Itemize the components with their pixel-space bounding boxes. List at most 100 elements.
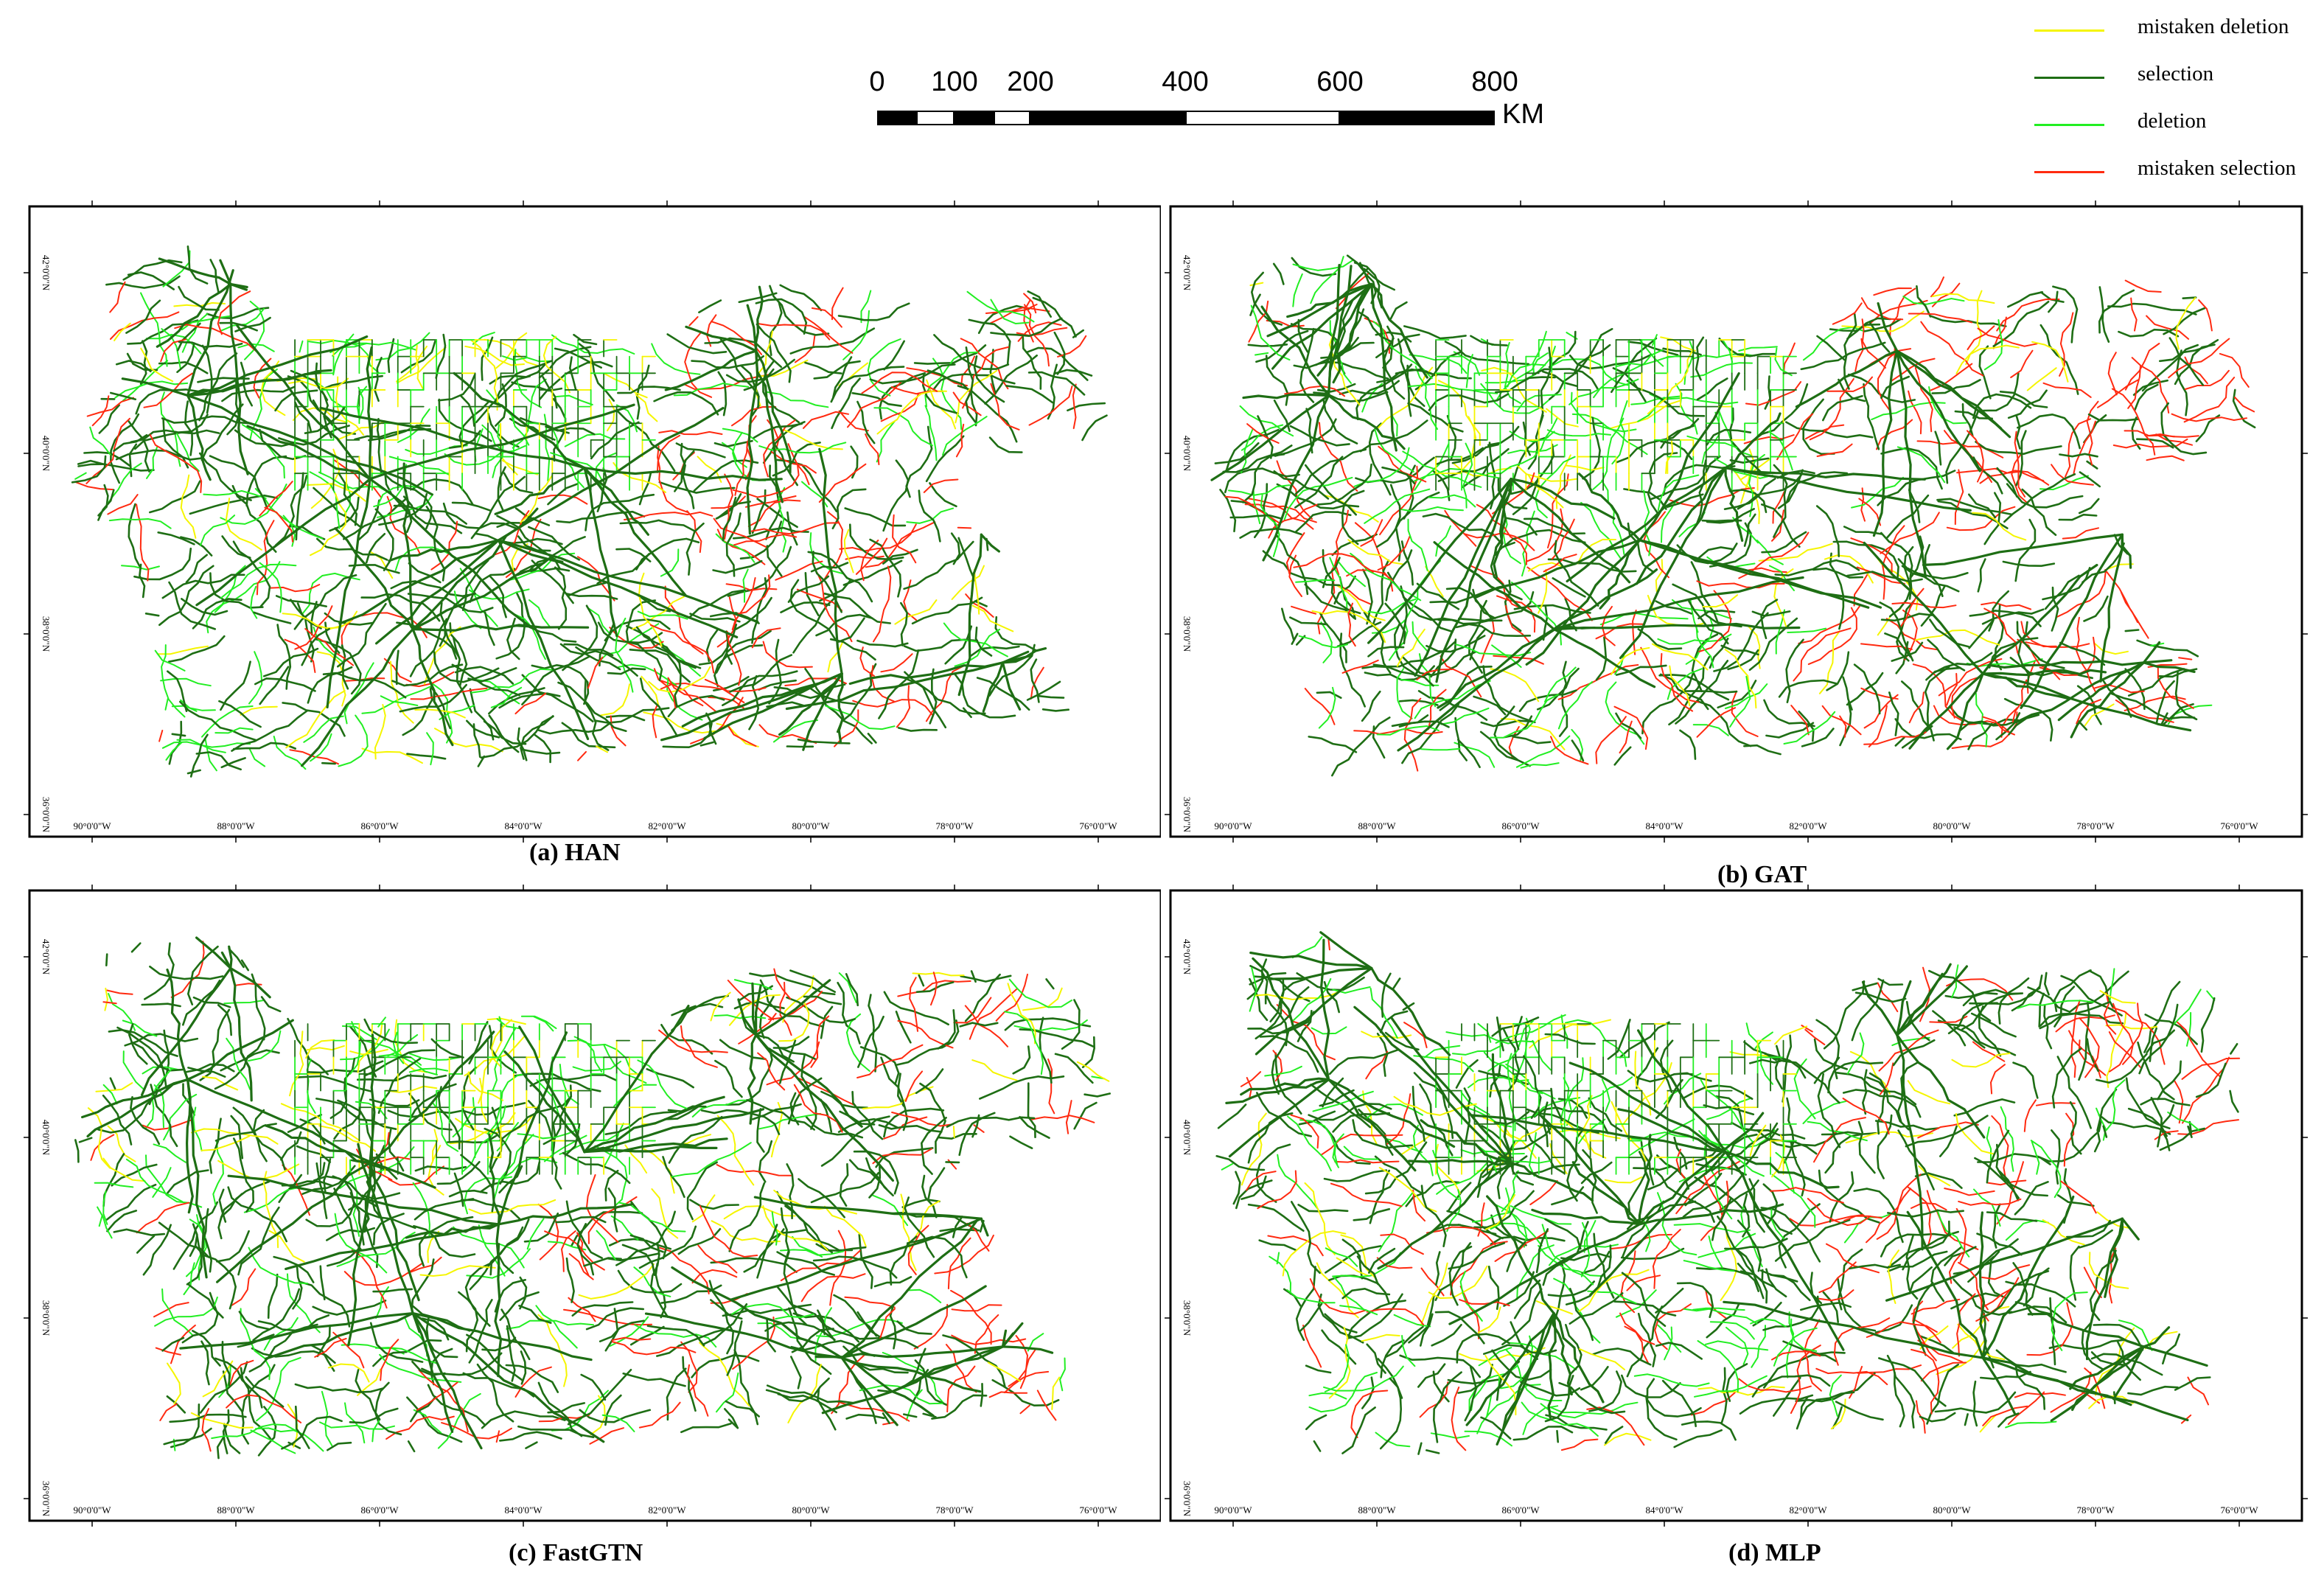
legend-label: selection <box>2138 62 2214 86</box>
road-segment <box>1758 543 1833 562</box>
highway-segment <box>1242 393 1330 400</box>
road-segment <box>1560 1438 1599 1451</box>
road-segment <box>1790 1318 1818 1352</box>
road-segment <box>1615 664 1667 676</box>
road-segment <box>94 1182 134 1188</box>
latitude-label: 40°0'0"N <box>41 1120 52 1156</box>
road-segment <box>336 1231 416 1267</box>
road-segment <box>2031 341 2069 383</box>
road-segment <box>183 1262 195 1295</box>
road-segment <box>1264 1065 1302 1077</box>
road-segment <box>106 989 133 995</box>
road-segment <box>757 1052 786 1091</box>
road-segment <box>259 562 282 613</box>
road-segment <box>1550 736 1589 765</box>
road-segment <box>880 1056 909 1132</box>
road-segment <box>2059 641 2106 666</box>
road-segment <box>1319 612 1347 663</box>
road-segment <box>133 547 192 581</box>
road-segment <box>369 1322 424 1363</box>
highway-segment <box>1589 1151 1727 1297</box>
road-segment <box>773 1189 857 1215</box>
road-segment <box>525 1441 538 1449</box>
road-segment <box>1290 1114 1319 1149</box>
road-segment <box>1067 402 1106 412</box>
road-segment <box>937 1009 956 1050</box>
highway-segment <box>1001 661 1022 711</box>
road-segment <box>2178 657 2193 660</box>
road-segment <box>870 665 895 702</box>
road-segment <box>378 1053 438 1075</box>
highway-segment <box>219 259 232 286</box>
road-segment <box>1358 1108 1394 1156</box>
road-segment <box>201 705 254 738</box>
road-segment <box>751 577 768 644</box>
road-segment <box>2056 1056 2092 1129</box>
road-segment <box>134 429 220 450</box>
road-segment <box>537 1314 568 1387</box>
road-segment <box>499 1431 562 1442</box>
road-segment <box>959 1022 999 1028</box>
road-segment <box>1478 1347 1512 1367</box>
road-segment <box>1482 665 1536 724</box>
road-segment <box>181 313 209 353</box>
road-segment <box>1428 1265 1488 1300</box>
road-segment <box>756 323 792 383</box>
road-segment <box>1630 395 1683 405</box>
road-segment <box>105 275 181 289</box>
road-segment <box>146 446 158 479</box>
road-segment <box>1908 1266 1933 1294</box>
road-segment <box>1490 694 1559 739</box>
road-segment <box>355 1369 381 1420</box>
road-segment <box>174 324 257 352</box>
road-segment <box>495 332 528 369</box>
road-segment <box>209 259 220 293</box>
highway-segment <box>1262 394 1330 562</box>
road-segment <box>2048 290 2059 313</box>
road-segment <box>1507 444 1558 454</box>
highway-segment <box>1486 1195 1555 1315</box>
road-segment <box>296 1145 332 1163</box>
road-segment <box>1582 1149 1598 1214</box>
road-segment <box>1842 1098 1890 1135</box>
road-segment <box>104 987 108 1011</box>
road-segment <box>332 1331 365 1369</box>
road-segment <box>214 1357 263 1409</box>
road-segment <box>168 581 216 630</box>
road-segment <box>905 425 933 498</box>
road-segment <box>1863 318 1902 332</box>
road-segment <box>1869 322 1891 353</box>
road-segment <box>1986 1129 2010 1184</box>
road-segment <box>1950 675 1983 719</box>
highway-segment <box>2121 533 2132 569</box>
road-segment <box>1273 470 1330 500</box>
road-segment <box>1455 623 1532 638</box>
road-segment <box>2110 692 2196 720</box>
road-segment <box>856 639 909 648</box>
road-segment <box>1294 448 1367 495</box>
road-segment <box>496 1018 520 1030</box>
road-segment <box>1745 1022 1773 1085</box>
road-segment <box>768 638 782 705</box>
road-segment <box>737 985 773 1002</box>
road-segment <box>1532 1039 1552 1071</box>
road-segment <box>191 1128 279 1145</box>
road-segment <box>1623 488 1667 510</box>
road-segment <box>209 455 268 509</box>
road-segment <box>1558 1381 1626 1415</box>
road-segment <box>1652 1229 1681 1289</box>
road-segment <box>243 1186 301 1213</box>
road-segment <box>906 1235 968 1279</box>
road-segment <box>951 1304 1002 1312</box>
road-segment <box>750 522 840 535</box>
road-segment <box>786 996 856 1024</box>
road-segment <box>521 655 590 705</box>
longitude-label: 84°0'0"W <box>1645 1504 1683 1516</box>
longitude-label: 82°0'0"W <box>1789 820 1827 831</box>
highway-segment <box>366 346 373 481</box>
road-segment <box>727 545 792 597</box>
road-segment <box>269 584 321 593</box>
road-segment <box>220 484 287 525</box>
road-segment <box>973 1124 985 1133</box>
road-segment <box>1749 1124 1767 1157</box>
